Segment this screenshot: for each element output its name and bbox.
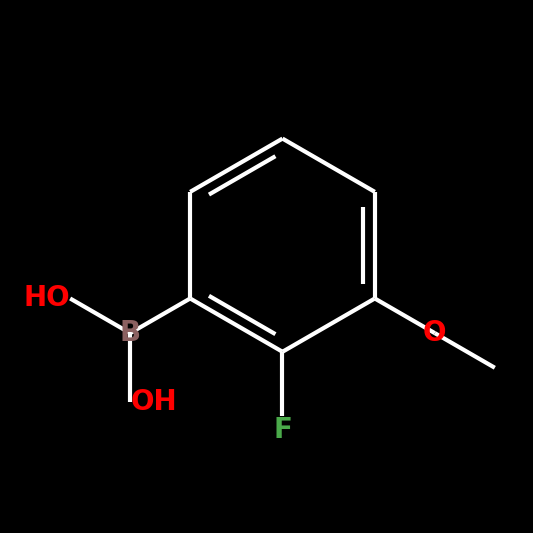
- Text: OH: OH: [130, 389, 177, 416]
- Text: O: O: [423, 319, 447, 347]
- Text: HO: HO: [23, 285, 70, 312]
- Text: F: F: [273, 416, 292, 444]
- Text: B: B: [119, 319, 141, 347]
